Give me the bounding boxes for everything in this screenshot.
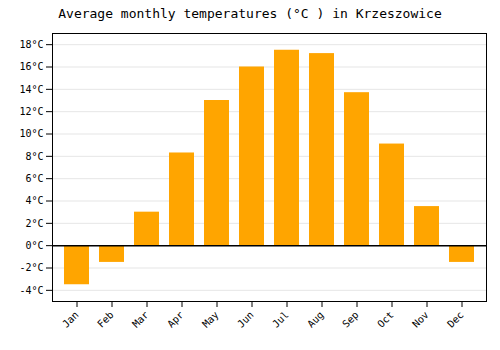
svg-text:2°C: 2°C bbox=[25, 218, 43, 229]
html-text:Average monthly temperatures (: Average monthly temperatures (°C ) in Kr… bbox=[58, 6, 442, 21]
svg-text:Sep: Sep bbox=[340, 309, 361, 330]
svg-text:Apr: Apr bbox=[165, 309, 186, 330]
svg-text:Feb: Feb bbox=[95, 309, 116, 330]
svg-text:Jan: Jan bbox=[60, 309, 81, 330]
svg-text:16°C: 16°C bbox=[19, 61, 43, 72]
svg-text:18°C: 18°C bbox=[19, 39, 43, 50]
svg-text:14°C: 14°C bbox=[19, 84, 43, 95]
svg-text:10°C: 10°C bbox=[19, 128, 43, 139]
svg-text:Nov: Nov bbox=[410, 309, 431, 330]
svg-text:12°C: 12°C bbox=[19, 106, 43, 117]
svg-text:6°C: 6°C bbox=[25, 173, 43, 184]
svg-text:-2°C: -2°C bbox=[19, 262, 43, 273]
svg-text:4°C: 4°C bbox=[25, 195, 43, 206]
svg-text:Jun: Jun bbox=[235, 309, 256, 330]
svg-text:8°C: 8°C bbox=[25, 151, 43, 162]
svg-text:-4°C: -4°C bbox=[19, 285, 43, 296]
svg-text:Aug: Aug bbox=[305, 309, 326, 330]
svg-text:Oct: Oct bbox=[375, 309, 396, 330]
svg-text:Dec: Dec bbox=[445, 309, 466, 330]
svg-text:0°C: 0°C bbox=[25, 240, 43, 251]
svg-text:May: May bbox=[200, 309, 221, 330]
svg-text:Jul: Jul bbox=[270, 309, 291, 330]
svg-text:Mar: Mar bbox=[130, 309, 151, 330]
